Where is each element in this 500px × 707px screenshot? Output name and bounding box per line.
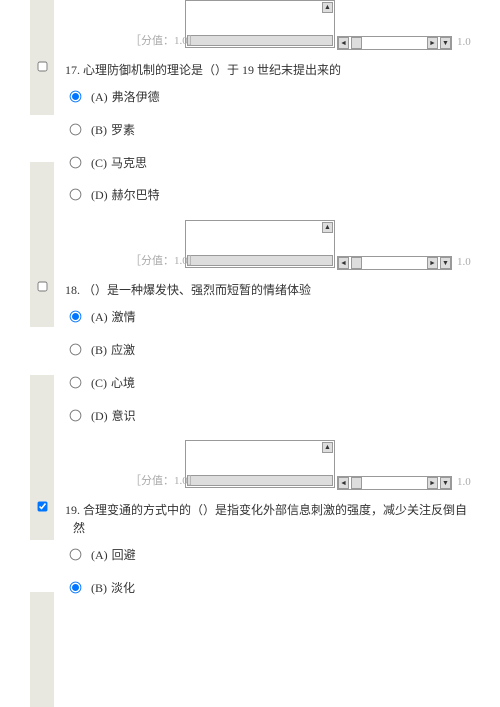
option-letter: (D) — [91, 409, 108, 423]
scroll-right-icon[interactable]: ► — [427, 477, 438, 489]
scroll-down-icon[interactable]: ▼ — [440, 257, 451, 269]
margin-band — [30, 375, 54, 540]
margin-band — [30, 592, 54, 707]
score-input[interactable]: ◄ ►▼ — [337, 256, 452, 270]
scroll-up-icon[interactable]: ▲ — [322, 442, 333, 453]
scroll-thumb[interactable] — [351, 477, 362, 489]
question: 19. 合理变通的方式中的（）是指变化外部信息刺激的强度，减少关注反倒自然 (A)… — [65, 493, 470, 597]
scroll-right-icon[interactable]: ► — [427, 37, 438, 49]
option-radio[interactable] — [70, 344, 82, 356]
option-text: 激情 — [112, 310, 136, 324]
option-text: 意识 — [112, 409, 136, 423]
option-radio[interactable] — [70, 189, 82, 201]
score-box: ▲◄［分值：1.0］◄►▼1.0 — [185, 440, 470, 490]
option: (C) 马克思 — [65, 155, 470, 172]
margin-band — [30, 162, 54, 327]
option-text: 应激 — [111, 343, 135, 357]
score-textarea[interactable]: ▲◄ — [185, 440, 335, 488]
scroll-down-icon[interactable]: ▼ — [440, 37, 451, 49]
option: (D) 赫尔巴特 — [65, 187, 470, 204]
option: (B) 罗素 — [65, 122, 470, 139]
question-number: 19. — [65, 503, 80, 517]
option-letter: (C) — [91, 156, 107, 170]
option: (B) 应激 — [65, 342, 470, 359]
option-letter: (D) — [91, 188, 108, 202]
score-box: ▲◄［分值：1.0］◄►▼1.0 — [185, 0, 470, 50]
option-letter: (A) — [91, 90, 108, 104]
option-text: 罗素 — [111, 123, 135, 137]
scroll-thumb[interactable] — [351, 37, 362, 49]
option-letter: (A) — [91, 310, 108, 324]
scroll-down-icon[interactable]: ▼ — [440, 477, 451, 489]
question-stem: 心理防御机制的理论是（）于 19 世纪末提出来的 — [83, 63, 341, 77]
option: (A) 回避 — [65, 547, 470, 564]
score-value: 1.0 — [457, 36, 471, 48]
score-box: ▲◄［分值：1.0］◄►▼1.0 — [185, 220, 470, 270]
option-text: 马克思 — [111, 156, 147, 170]
option-radio[interactable] — [70, 409, 82, 421]
scroll-left-icon[interactable]: ◄ — [338, 477, 349, 489]
option-radio[interactable] — [70, 91, 82, 103]
question-checkbox[interactable] — [38, 62, 48, 72]
scroll-track[interactable] — [187, 35, 333, 46]
option: (A) 激情 — [65, 309, 470, 326]
option-letter: (A) — [91, 548, 108, 562]
margin-band — [30, 0, 54, 115]
option-text: 赫尔巴特 — [112, 188, 160, 202]
score-textarea[interactable]: ▲◄ — [185, 220, 335, 268]
scroll-track[interactable] — [187, 255, 333, 266]
question-stem: （）是一种爆发快、强烈而短暂的情绪体验 — [83, 283, 311, 297]
question-text: 19. 合理变通的方式中的（）是指变化外部信息刺激的强度，减少关注反倒自然 — [65, 501, 470, 537]
question-checkbox[interactable] — [38, 502, 48, 512]
option-radio[interactable] — [70, 376, 82, 388]
scroll-right-icon[interactable]: ► — [427, 257, 438, 269]
score-input[interactable]: ◄ ►▼ — [337, 476, 452, 490]
option-radio[interactable] — [70, 582, 82, 594]
score-value: 1.0 — [457, 476, 471, 488]
question-text: 18. （）是一种爆发快、强烈而短暂的情绪体验 — [65, 281, 470, 299]
option-letter: (C) — [91, 376, 107, 390]
option-radio[interactable] — [70, 311, 82, 323]
option-text: 弗洛伊德 — [112, 90, 160, 104]
score-textarea[interactable]: ▲◄ — [185, 0, 335, 48]
question-checkbox[interactable] — [38, 282, 48, 292]
scroll-track[interactable] — [187, 475, 333, 486]
score-label: ［分值：1.0］ — [130, 252, 199, 268]
scroll-up-icon[interactable]: ▲ — [322, 2, 333, 13]
question-number: 18. — [65, 283, 80, 297]
option-radio[interactable] — [70, 123, 82, 135]
question-number: 17. — [65, 63, 80, 77]
option-text: 心境 — [111, 376, 135, 390]
scroll-left-icon[interactable]: ◄ — [338, 37, 349, 49]
option: (B) 淡化 — [65, 580, 470, 597]
question: 17. 心理防御机制的理论是（）于 19 世纪末提出来的 (A) 弗洛伊德 (B) 罗素… — [65, 53, 470, 204]
option-radio[interactable] — [70, 156, 82, 168]
option-letter: (B) — [91, 581, 107, 595]
score-value: 1.0 — [457, 256, 471, 268]
option: (A) 弗洛伊德 — [65, 89, 470, 106]
question: 18. （）是一种爆发快、强烈而短暂的情绪体验 (A) 激情 (B) 应激 (C) 心境 (D… — [65, 273, 470, 424]
scroll-up-icon[interactable]: ▲ — [322, 222, 333, 233]
score-label: ［分值：1.0］ — [130, 32, 199, 48]
option-radio[interactable] — [70, 549, 82, 561]
option: (D) 意识 — [65, 408, 470, 425]
option-text: 淡化 — [111, 581, 135, 595]
score-label: ［分值：1.0］ — [130, 472, 199, 488]
question-text: 17. 心理防御机制的理论是（）于 19 世纪末提出来的 — [65, 61, 470, 79]
option-letter: (B) — [91, 343, 107, 357]
score-input[interactable]: ◄ ►▼ — [337, 36, 452, 50]
option-text: 回避 — [112, 548, 136, 562]
scroll-left-icon[interactable]: ◄ — [338, 257, 349, 269]
option-letter: (B) — [91, 123, 107, 137]
question-stem: 合理变通的方式中的（）是指变化外部信息刺激的强度，减少关注反倒自然 — [73, 503, 467, 535]
scroll-thumb[interactable] — [351, 257, 362, 269]
option: (C) 心境 — [65, 375, 470, 392]
